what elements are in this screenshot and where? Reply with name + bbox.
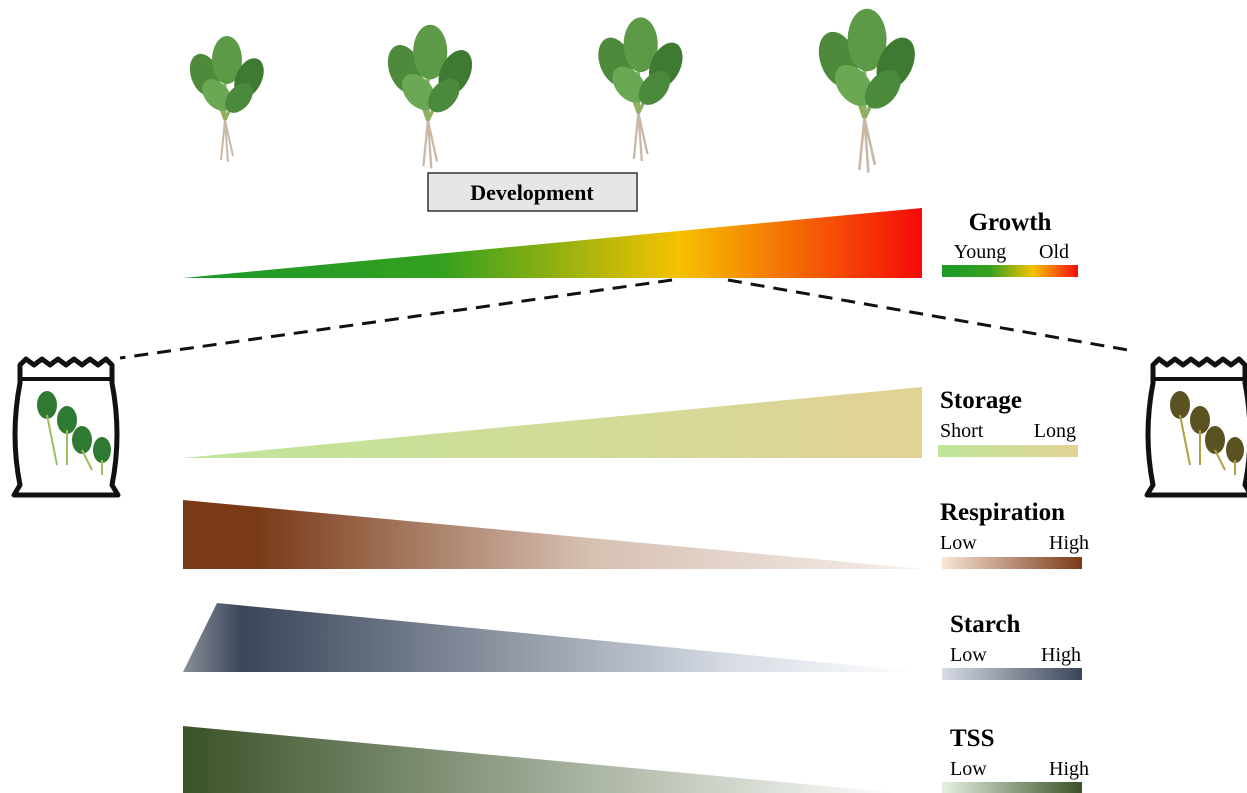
dashed-line — [120, 280, 672, 358]
legend-high: High — [1049, 758, 1089, 780]
legend-low: Short — [940, 420, 984, 442]
legend-low: Low — [950, 758, 987, 780]
starch-wedge — [183, 603, 922, 672]
diagram: Development Growth Young Old Storage Sho… — [0, 0, 1247, 793]
legend-low: Low — [940, 532, 977, 554]
storage-wedge — [183, 387, 922, 458]
bag-stored — [1147, 359, 1247, 495]
legend-bar — [942, 782, 1082, 793]
plant-icon — [592, 17, 689, 161]
legend-title: Growth — [969, 209, 1052, 236]
legend-bar — [942, 668, 1082, 680]
legend-title: Starch — [950, 611, 1020, 638]
tss-wedge — [183, 726, 900, 793]
legend-low: Low — [950, 644, 987, 666]
development-label: Development — [470, 180, 594, 205]
legend-high: Long — [1034, 420, 1076, 442]
legend-bar — [938, 445, 1078, 457]
legend-bar — [942, 265, 1078, 277]
legend-low: Young — [954, 241, 1006, 263]
legend-high: High — [1049, 532, 1089, 554]
legend-title: Respiration — [940, 499, 1065, 526]
plant-icon — [812, 9, 923, 173]
dashed-line — [728, 280, 1128, 350]
legend-high: Old — [1039, 241, 1069, 263]
plant-icon — [382, 25, 479, 169]
legend-high: High — [1041, 644, 1081, 666]
legend-bar — [942, 557, 1082, 569]
legend-title: Storage — [940, 387, 1022, 414]
legend-title: TSS — [950, 725, 994, 752]
growth-wedge — [183, 208, 922, 278]
bag-fresh — [14, 359, 118, 495]
respiration-wedge — [183, 500, 922, 569]
plant-icon — [184, 36, 269, 162]
